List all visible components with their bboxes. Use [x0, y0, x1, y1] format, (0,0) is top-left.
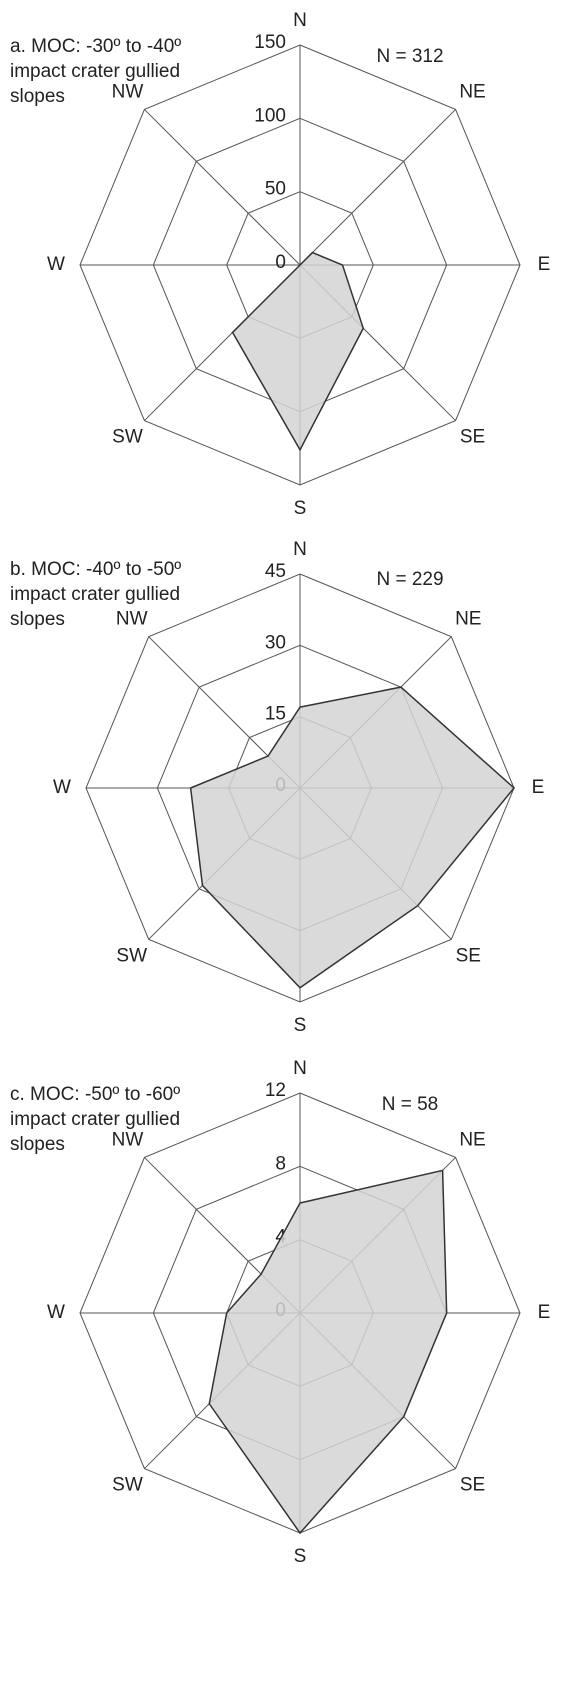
- r-tick-label: 30: [265, 632, 286, 653]
- data-area: [208, 1169, 448, 1535]
- category-label: NW: [112, 81, 144, 102]
- category-label: NE: [455, 609, 481, 630]
- category-label: E: [532, 777, 545, 798]
- category-label: SW: [112, 1475, 143, 1496]
- annotation: N = 312: [376, 46, 443, 67]
- annotation: N = 58: [382, 1094, 439, 1115]
- category-label: S: [294, 1015, 307, 1036]
- category-label: W: [47, 254, 65, 275]
- category-label: NW: [112, 1129, 144, 1150]
- chart-title: slopes: [10, 86, 65, 107]
- category-label: W: [47, 1302, 65, 1323]
- category-label: SE: [460, 1475, 485, 1496]
- category-label: N: [293, 10, 307, 31]
- category-label: SE: [456, 945, 481, 966]
- category-label: SW: [116, 945, 147, 966]
- category-label: E: [538, 1302, 551, 1323]
- category-label: W: [53, 777, 71, 798]
- chart-title: impact crater gullied: [10, 1109, 180, 1130]
- spoke: [299, 109, 456, 266]
- r-tick-label: 15: [265, 704, 286, 725]
- grid-ring: [85, 573, 515, 1003]
- category-label: E: [538, 254, 551, 275]
- data-area: [231, 251, 365, 452]
- r-tick-label: 0: [275, 252, 286, 273]
- chart-title: b. MOC: -40º to -50º: [10, 559, 181, 580]
- r-tick-label: 8: [275, 1153, 286, 1174]
- data-area: [189, 686, 516, 989]
- r-tick-label: 45: [265, 561, 286, 582]
- chart-title: slopes: [10, 1134, 65, 1155]
- chart-title: a. MOC: -30º to -40º: [10, 36, 181, 57]
- category-label: SW: [112, 427, 143, 448]
- r-tick-label: 12: [265, 1080, 286, 1101]
- category-label: NW: [116, 609, 148, 630]
- category-label: SE: [460, 427, 485, 448]
- chart-title: slopes: [10, 609, 65, 630]
- chart-title: impact crater gullied: [10, 584, 180, 605]
- r-tick-label: 50: [265, 179, 286, 200]
- category-label: N: [293, 539, 307, 560]
- category-label: NE: [459, 81, 485, 102]
- r-tick-label: 100: [254, 105, 286, 126]
- grid-ring: [79, 44, 521, 486]
- category-label: S: [294, 1546, 307, 1567]
- chart-title: c. MOC: -50º to -60º: [10, 1084, 180, 1105]
- r-tick-label: 150: [254, 32, 286, 53]
- category-label: S: [294, 498, 307, 519]
- category-label: N: [293, 1058, 307, 1079]
- annotation: N = 229: [376, 569, 443, 590]
- category-label: NE: [459, 1129, 485, 1150]
- chart-title: impact crater gullied: [10, 61, 180, 82]
- spoke: [144, 109, 301, 266]
